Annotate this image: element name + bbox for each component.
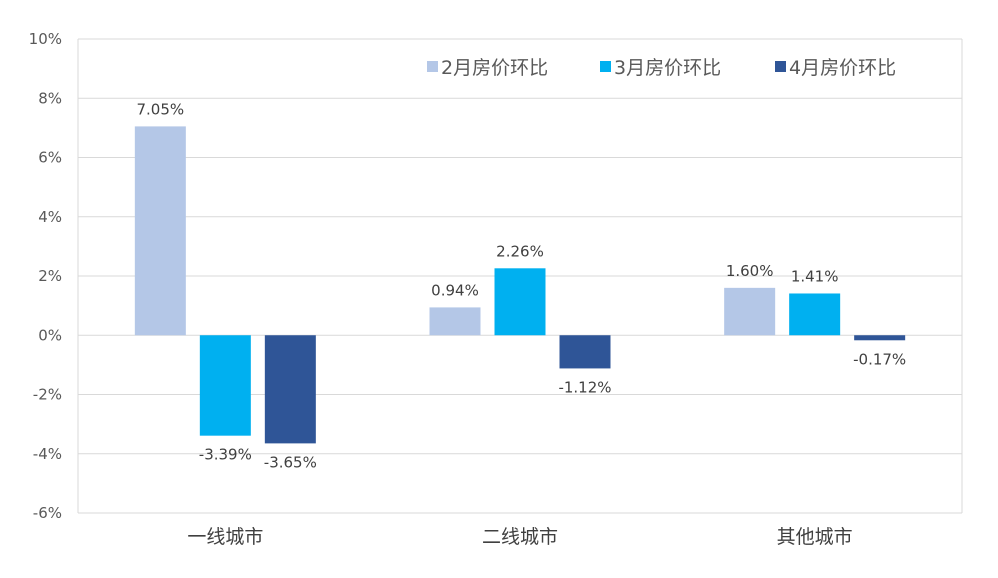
bar-2-1: [199, 335, 251, 436]
y-tick-label: 6%: [38, 149, 62, 167]
data-label: 0.94%: [431, 281, 479, 299]
x-category-label: 一线城市: [187, 526, 263, 548]
legend-swatch: [600, 61, 611, 72]
bar-3-1: [264, 335, 316, 444]
data-label: 2.26%: [496, 242, 544, 260]
bar-3-2: [559, 335, 611, 369]
legend-label: 3月房价环比: [614, 57, 721, 79]
y-tick-label: 4%: [38, 208, 62, 226]
x-category-label: 二线城市: [482, 526, 558, 548]
y-tick-label: -4%: [33, 445, 62, 463]
bar-2-3: [789, 293, 841, 336]
data-label: -0.17%: [853, 350, 906, 368]
y-tick-label: 2%: [38, 267, 62, 285]
x-category-label: 其他城市: [777, 526, 853, 548]
bar-2-2: [494, 268, 546, 336]
legend-label: 2月房价环比: [441, 57, 548, 79]
legend-swatch: [427, 61, 438, 72]
legend-label: 4月房价环比: [789, 57, 896, 79]
data-label: 1.60%: [726, 262, 774, 280]
legend-swatch: [775, 61, 786, 72]
data-label: -3.65%: [264, 453, 317, 471]
y-tick-label: -6%: [33, 504, 62, 522]
bar-3-3: [854, 335, 906, 341]
data-label: -1.12%: [558, 378, 611, 396]
bar-1-1: [134, 126, 186, 336]
data-label: 7.05%: [137, 100, 185, 118]
y-tick-label: -2%: [33, 386, 62, 404]
y-tick-label: 10%: [29, 30, 62, 48]
y-tick-label: 0%: [38, 326, 62, 344]
bar-1-2: [429, 307, 481, 336]
y-tick-label: 8%: [38, 89, 62, 107]
bar-1-3: [724, 287, 776, 336]
data-label: -3.39%: [199, 446, 252, 464]
data-label: 1.41%: [791, 267, 839, 285]
